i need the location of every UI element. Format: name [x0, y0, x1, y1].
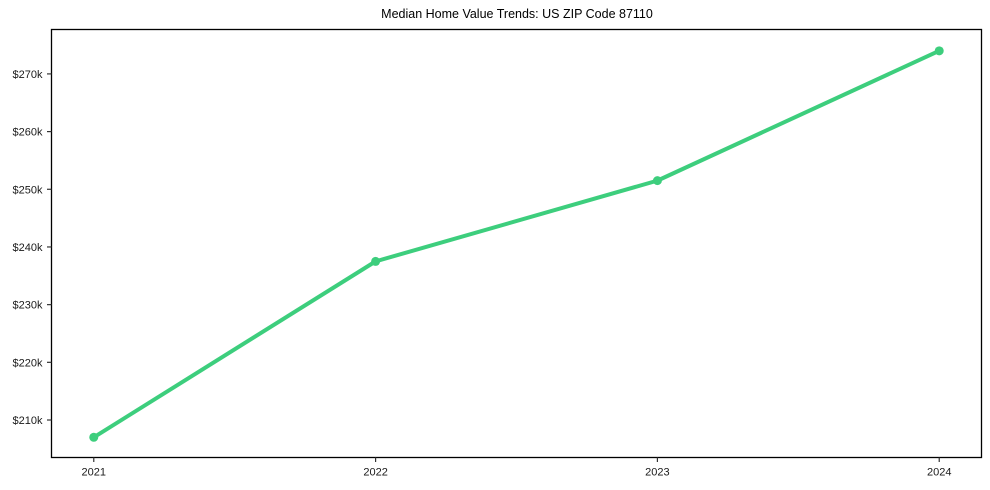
x-tick-label: 2023	[645, 467, 669, 479]
y-tick-label: $240k	[13, 242, 43, 254]
data-point-marker	[371, 256, 381, 266]
trend-line	[91, 48, 942, 440]
x-tick-label: 2021	[82, 467, 106, 479]
y-tick-label: $250k	[13, 184, 43, 196]
plot-border	[50, 28, 983, 459]
y-tick-label: $260k	[13, 127, 43, 139]
y-tick-label: $230k	[13, 300, 43, 312]
data-point-marker	[652, 176, 662, 186]
y-tick-label: $270k	[13, 69, 43, 81]
chart-title: Median Home Value Trends: US ZIP Code 87…	[381, 7, 653, 21]
x-tick-label: 2024	[927, 467, 951, 479]
data-point-marker	[934, 46, 944, 56]
x-tick-label: 2022	[363, 467, 387, 479]
data-point-marker	[89, 432, 99, 442]
y-tick-label: $210k	[13, 415, 43, 427]
y-tick-label: $220k	[13, 357, 43, 369]
